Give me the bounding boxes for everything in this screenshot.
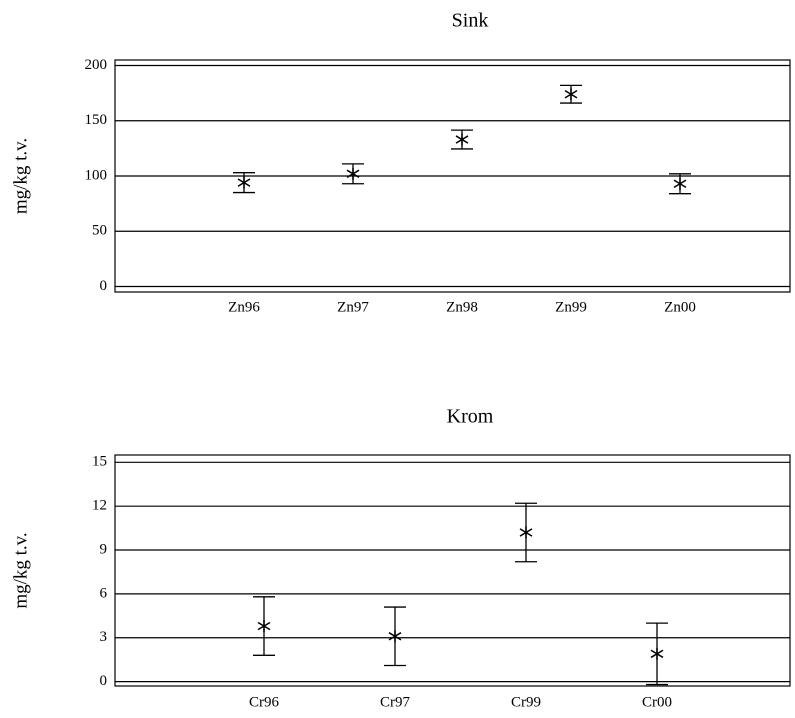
plot-frame	[114, 59, 791, 293]
chart-title: Krom	[447, 406, 494, 428]
marker-stroke	[257, 621, 271, 631]
marker	[257, 620, 271, 633]
marker	[388, 630, 402, 643]
y-tick-label: 15	[92, 454, 107, 470]
marker	[237, 176, 251, 189]
y-tick-label: 100	[85, 167, 108, 183]
x-tick-label: Cr96	[249, 694, 280, 710]
y-tick-label: 0	[100, 278, 108, 294]
x-tick-label: Zn00	[664, 299, 696, 315]
marker-stroke	[564, 90, 578, 99]
marker	[564, 88, 578, 101]
x-tick-label: Cr00	[642, 694, 672, 710]
y-tick-label: 9	[100, 541, 108, 557]
marker	[673, 177, 687, 190]
y-tick-label: 3	[100, 629, 108, 645]
y-tick-label: 50	[92, 223, 107, 239]
marker	[519, 526, 533, 539]
y-tick-label: 12	[92, 498, 107, 514]
y-axis-label: mg/kg t.v.	[10, 532, 31, 608]
marker-stroke	[519, 528, 533, 537]
marker-stroke	[237, 178, 251, 187]
marker-stroke	[455, 135, 469, 144]
marker	[455, 133, 469, 146]
y-tick-label: 6	[100, 585, 108, 601]
marker-stroke	[673, 179, 687, 188]
marker-stroke	[650, 649, 664, 659]
x-tick-label: Zn98	[446, 299, 478, 315]
x-tick-label: Cr97	[380, 694, 411, 710]
chart-title: Sink	[452, 10, 489, 32]
x-tick-label: Cr99	[511, 694, 541, 710]
x-tick-label: Zn96	[228, 299, 260, 315]
marker-stroke	[346, 169, 360, 179]
y-tick-label: 0	[100, 673, 108, 689]
y-tick-label: 200	[85, 57, 108, 73]
x-tick-label: Zn99	[555, 299, 587, 315]
marker	[346, 167, 360, 180]
marker	[650, 647, 664, 660]
marker-stroke	[388, 632, 402, 641]
x-tick-label: Zn97	[337, 299, 369, 315]
y-axis-label: mg/kg t.v.	[10, 138, 31, 214]
y-tick-label: 150	[85, 112, 108, 128]
plot-frame	[114, 454, 791, 687]
